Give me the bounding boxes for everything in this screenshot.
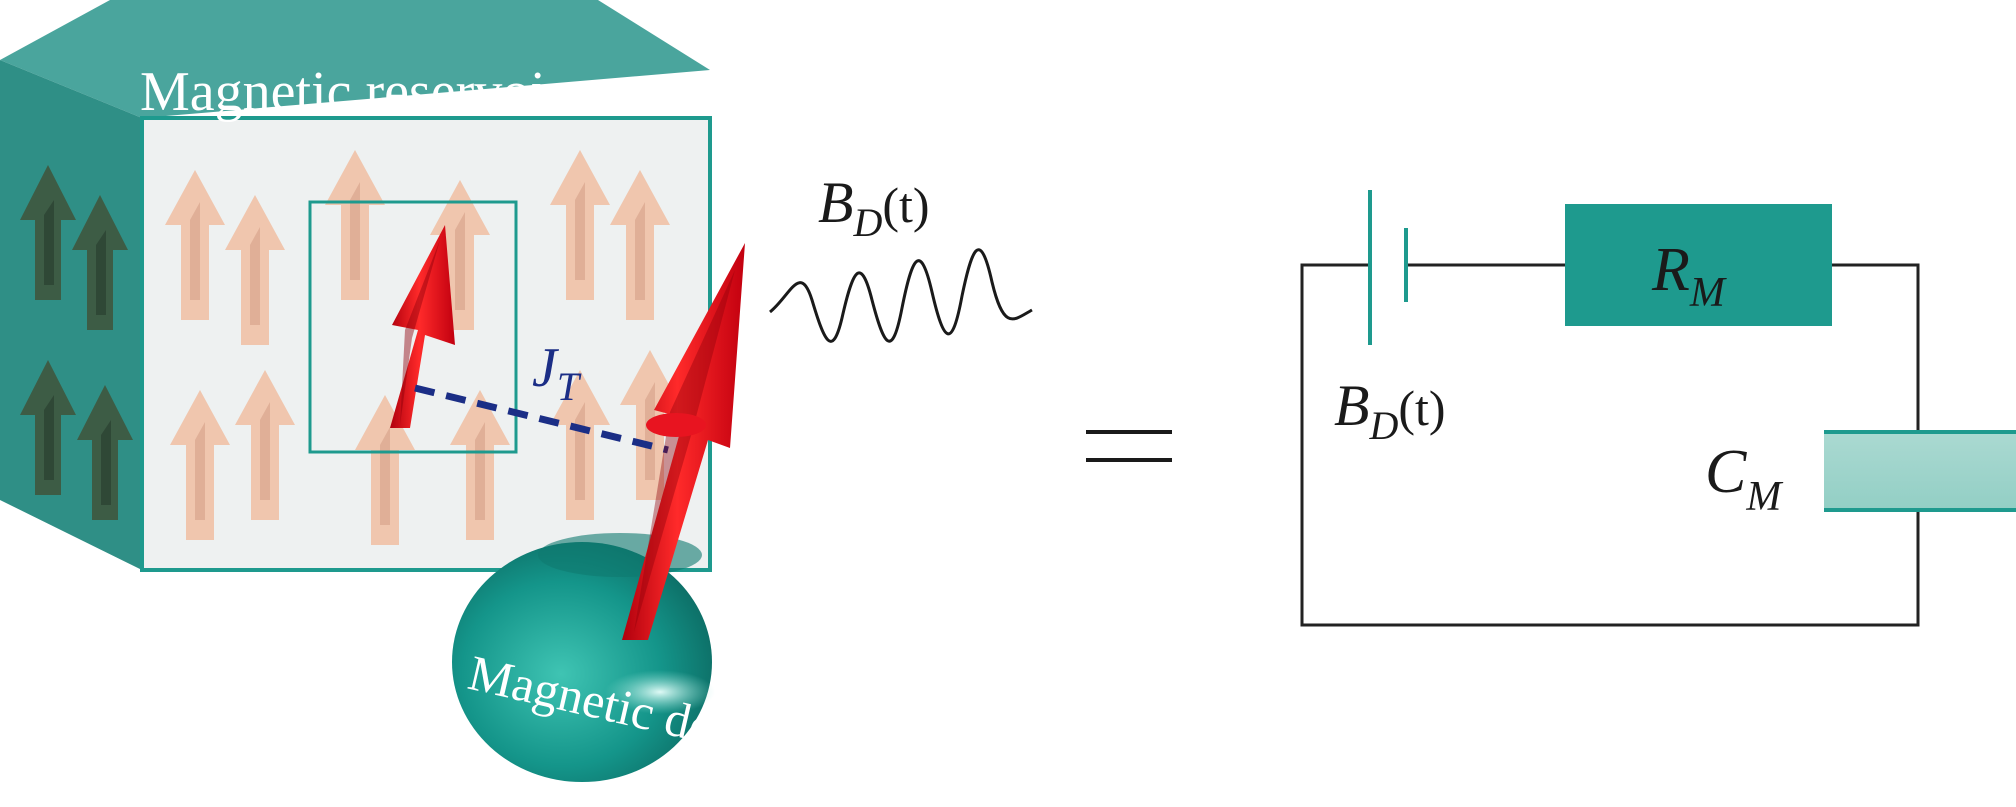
- circuit-capacitor: CM: [1705, 430, 2016, 520]
- coupling-dashed-line: [414, 384, 669, 454]
- capacitor-label: CM: [1705, 438, 1783, 520]
- reservoir-side-face: [0, 60, 142, 570]
- field-label: BD(t): [818, 170, 930, 245]
- circuit-resistor: RM: [1565, 204, 1832, 326]
- field-wave: [769, 248, 1033, 343]
- source-label: BD(t): [1334, 373, 1446, 448]
- reservoir-front-face: [140, 116, 712, 572]
- reservoir-title: Magnetic reservoir: [140, 61, 565, 123]
- reservoir-red-spin: [390, 225, 455, 428]
- coupling-jt: JT: [414, 337, 669, 454]
- equivalence-sign: [1086, 430, 1172, 462]
- circuit-wire-right: [1832, 263, 1920, 432]
- circuit-wire: [1300, 263, 1920, 627]
- driving-field: BD(t): [769, 170, 1033, 343]
- circuit-source: BD(t): [1334, 190, 1446, 448]
- reservoir-top-face: [0, 0, 710, 118]
- resistor-label: RM: [1651, 236, 1727, 316]
- magnetic-reservoir: Magnetic reservoir: [0, 0, 712, 572]
- reservoir-local-cell: [308, 200, 518, 454]
- coupling-label: JT: [532, 337, 582, 409]
- equivalent-circuit: BD(t) RM CM: [1300, 190, 2016, 627]
- dot-highlight: [605, 670, 715, 714]
- dot-red-spin: [622, 243, 745, 640]
